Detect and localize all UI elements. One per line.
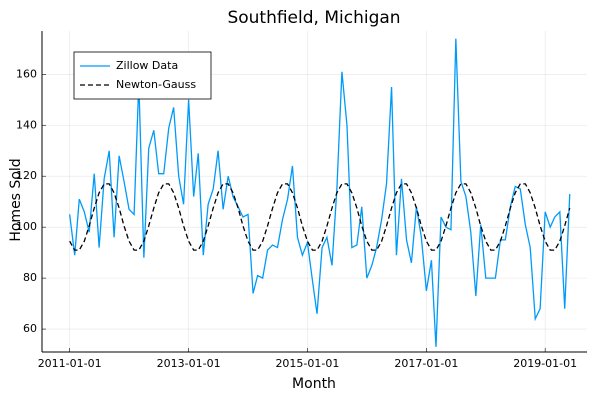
y-tick-label: 160: [16, 67, 37, 80]
y-tick-label: 140: [16, 118, 37, 131]
chart-title: Southfield, Michigan: [227, 8, 400, 28]
x-axis-label: Month: [292, 376, 336, 392]
legend-box: [73, 51, 212, 100]
legend-label: Newton-Gauss: [116, 78, 196, 91]
x-tick-label: 2013-01-01: [157, 357, 221, 370]
y-tick-label: 60: [23, 322, 37, 335]
x-tick-label: 2015-01-01: [275, 357, 339, 370]
series-line: [69, 183, 571, 251]
x-tick-label: 2011-01-01: [38, 357, 102, 370]
y-tick-label: 100: [16, 220, 37, 233]
y-tick-label: 120: [16, 169, 37, 182]
x-tick-label: 2017-01-01: [394, 357, 458, 370]
x-tick-label: 2019-01-01: [513, 357, 577, 370]
y-axis-label: Homes Sold: [8, 158, 24, 241]
series-line: [69, 38, 571, 347]
y-tick-label: 80: [23, 271, 37, 284]
legend-label: Zillow Data: [116, 59, 178, 72]
